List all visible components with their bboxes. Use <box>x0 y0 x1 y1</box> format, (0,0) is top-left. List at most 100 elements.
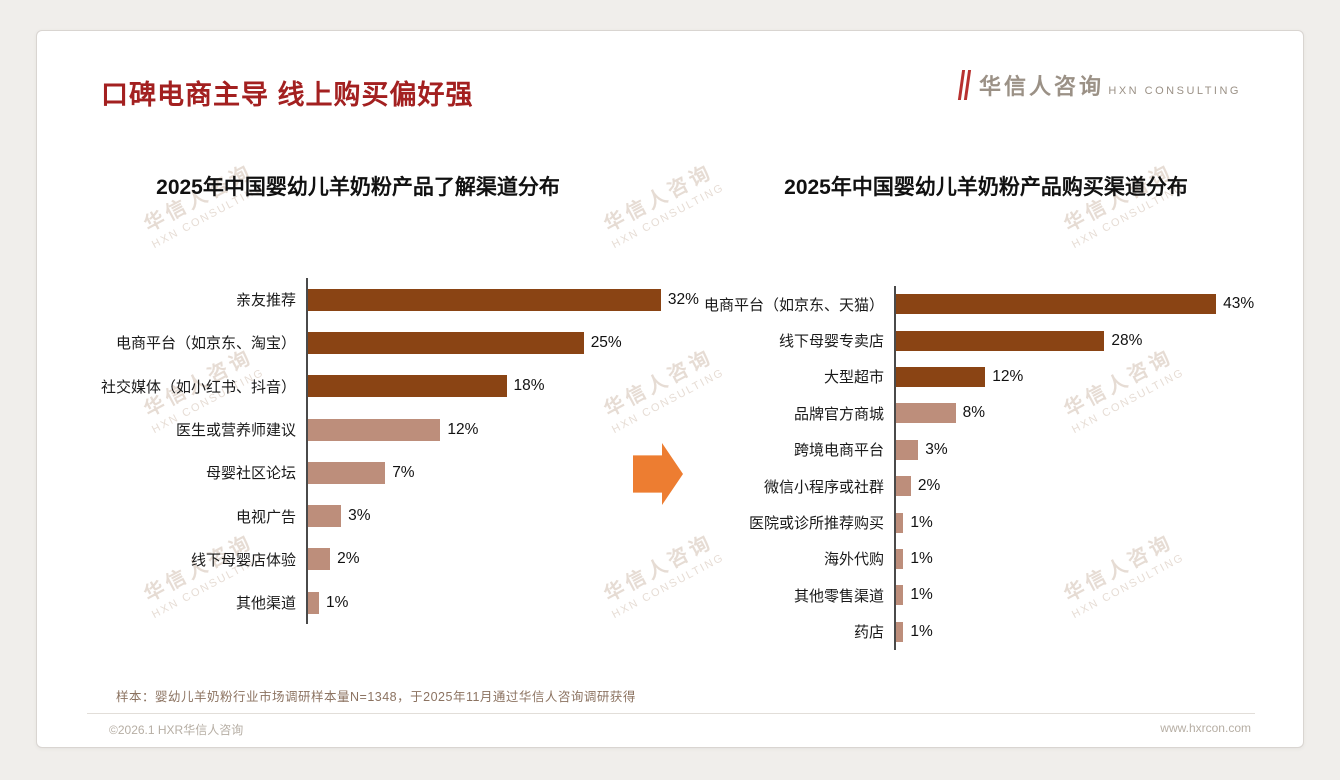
bar-label: 电商平台（如京东、天猫） <box>703 296 884 314</box>
bar-row: 跨境电商平台 3% <box>684 431 1284 468</box>
bar-track: 12% <box>306 407 743 452</box>
bar-value: 1% <box>910 513 933 531</box>
bar-value: 2% <box>917 477 941 495</box>
bar-value: 25% <box>590 333 622 351</box>
bar-value: 28% <box>1111 331 1143 349</box>
bar-track: 3% <box>894 431 1284 468</box>
bar-label: 药店 <box>853 624 884 642</box>
bar <box>896 330 1105 351</box>
chart-title-purchase: 2025年中国婴幼儿羊奶粉产品购买渠道分布 <box>784 176 1188 199</box>
bar-value: 1% <box>910 586 933 604</box>
watermark: 华信人咨询 HXN CONSULTING <box>103 137 300 269</box>
bar-row: 其他渠道 1% <box>63 581 743 625</box>
bar-track: 25% <box>306 321 743 365</box>
bar-track: 1% <box>306 581 743 625</box>
chart-purchase-rows: 电商平台（如京东、天猫） 43% 线下母婴专卖店 28% 大型超市 12% 品牌官方商城 8%… <box>684 286 1284 650</box>
bar-track: 2% <box>306 537 743 582</box>
website-text: www.hxrcon.com <box>1160 721 1251 735</box>
bar-row: 大型超市 12% <box>684 358 1284 396</box>
bar-label: 电商平台（如京东、淘宝） <box>115 335 296 353</box>
bar-label: 社交媒体（如小红书、抖音） <box>100 378 296 396</box>
bar-row: 母婴社区论坛 7% <box>63 451 743 495</box>
chart-awareness-rows: 亲友推荐 32% 电商平台（如京东、淘宝） 25% 社交媒体（如小红书、抖音） 18% 医生… <box>63 278 743 625</box>
footer-divider <box>87 713 1255 714</box>
bar-track: 1% <box>894 540 1284 578</box>
bar-row: 品牌官方商城 8% <box>684 395 1284 432</box>
bar-row: 线下母婴专卖店 28% <box>684 322 1284 359</box>
bar-row: 海外代购 1% <box>684 540 1284 578</box>
bar <box>308 288 661 311</box>
bar-row: 电商平台（如京东、天猫） 43% <box>684 286 1284 323</box>
bar-label: 其他渠道 <box>235 595 296 613</box>
bar <box>308 331 584 354</box>
bar-track: 28% <box>894 322 1284 359</box>
logo-mark-icon <box>957 70 972 100</box>
bar <box>308 548 331 571</box>
bar-label: 跨境电商平台 <box>793 442 884 460</box>
bar <box>896 512 904 533</box>
bar-track: 1% <box>894 577 1284 614</box>
bar <box>896 476 911 497</box>
bar-track: 32% <box>306 278 743 322</box>
bar-value: 3% <box>925 440 948 458</box>
watermark: 华信人咨询 HXN CONSULTING <box>563 137 760 269</box>
bar-row: 线下母婴店体验 2% <box>63 537 743 582</box>
bar-label: 电视广告 <box>235 508 296 526</box>
bar-track: 1% <box>894 504 1284 541</box>
bar <box>308 375 507 398</box>
bar-value: 12% <box>992 367 1024 385</box>
bar-row: 亲友推荐 32% <box>63 278 743 322</box>
bar-value: 43% <box>1223 295 1255 313</box>
bar-value: 1% <box>910 622 933 640</box>
bar-track: 43% <box>894 286 1284 323</box>
bar-value: 32% <box>667 290 699 308</box>
bar-value: 8% <box>962 404 985 422</box>
bar-label: 亲友推荐 <box>235 292 296 310</box>
copyright-text: ©2026.1 HXR华信人咨询 <box>109 723 244 737</box>
page-title: 口碑电商主导 线上购买偏好强 <box>101 80 474 110</box>
bar-label: 医院或诊所推荐购买 <box>748 515 884 533</box>
bar-value: 18% <box>513 377 545 395</box>
bar <box>308 461 386 484</box>
bar-label: 海外代购 <box>823 551 884 569</box>
bar-label: 其他零售渠道 <box>793 587 884 605</box>
bar-track: 7% <box>306 451 743 495</box>
bar-value: 1% <box>326 593 349 611</box>
bar-row: 其他零售渠道 1% <box>684 577 1284 614</box>
bar <box>896 585 904 606</box>
bar <box>896 548 904 569</box>
bar <box>896 621 904 642</box>
bar <box>308 418 441 441</box>
bar <box>308 591 319 614</box>
bar-row: 医院或诊所推荐购买 1% <box>684 504 1284 541</box>
bar-value: 1% <box>910 549 933 567</box>
bar-row: 医生或营养师建议 12% <box>63 407 743 452</box>
bar-label: 医生或营养师建议 <box>175 422 296 440</box>
bar-value: 7% <box>392 463 415 481</box>
bar-row: 微信小程序或社群 2% <box>684 467 1284 505</box>
sample-footnote: 样本：婴幼儿羊奶粉行业市场调研样本量N=1348，于2025年11月通过华信人咨… <box>116 690 636 704</box>
bar-track: 8% <box>894 395 1284 432</box>
bar-track: 3% <box>306 494 743 538</box>
watermark: 华信人咨询 HXN CONSULTING <box>1023 137 1220 269</box>
bar-row: 社交媒体（如小红书、抖音） 18% <box>63 364 743 408</box>
bar-value: 12% <box>447 420 479 438</box>
bar-label: 品牌官方商城 <box>793 405 884 423</box>
bar-track: 18% <box>306 364 743 408</box>
bar-label: 线下母婴专卖店 <box>778 333 884 351</box>
bar-row: 电视广告 3% <box>63 494 743 538</box>
bar-label: 母婴社区论坛 <box>205 465 296 483</box>
bar <box>896 403 956 424</box>
bar-label: 线下母婴店体验 <box>190 551 296 569</box>
bar-value: 3% <box>348 507 371 525</box>
bar <box>896 439 919 460</box>
logo-en-text: HXN CONSULTING <box>1108 85 1241 97</box>
bar <box>896 294 1217 315</box>
bar-track: 12% <box>894 358 1284 396</box>
bar-label: 大型超市 <box>823 369 884 387</box>
bar-row: 药店 1% <box>684 613 1284 650</box>
bar-value: 2% <box>337 550 360 568</box>
company-logo: 华信人咨询 HXN CONSULTING <box>957 69 1241 101</box>
bar <box>308 505 342 528</box>
bar-row: 电商平台（如京东、淘宝） 25% <box>63 321 743 365</box>
